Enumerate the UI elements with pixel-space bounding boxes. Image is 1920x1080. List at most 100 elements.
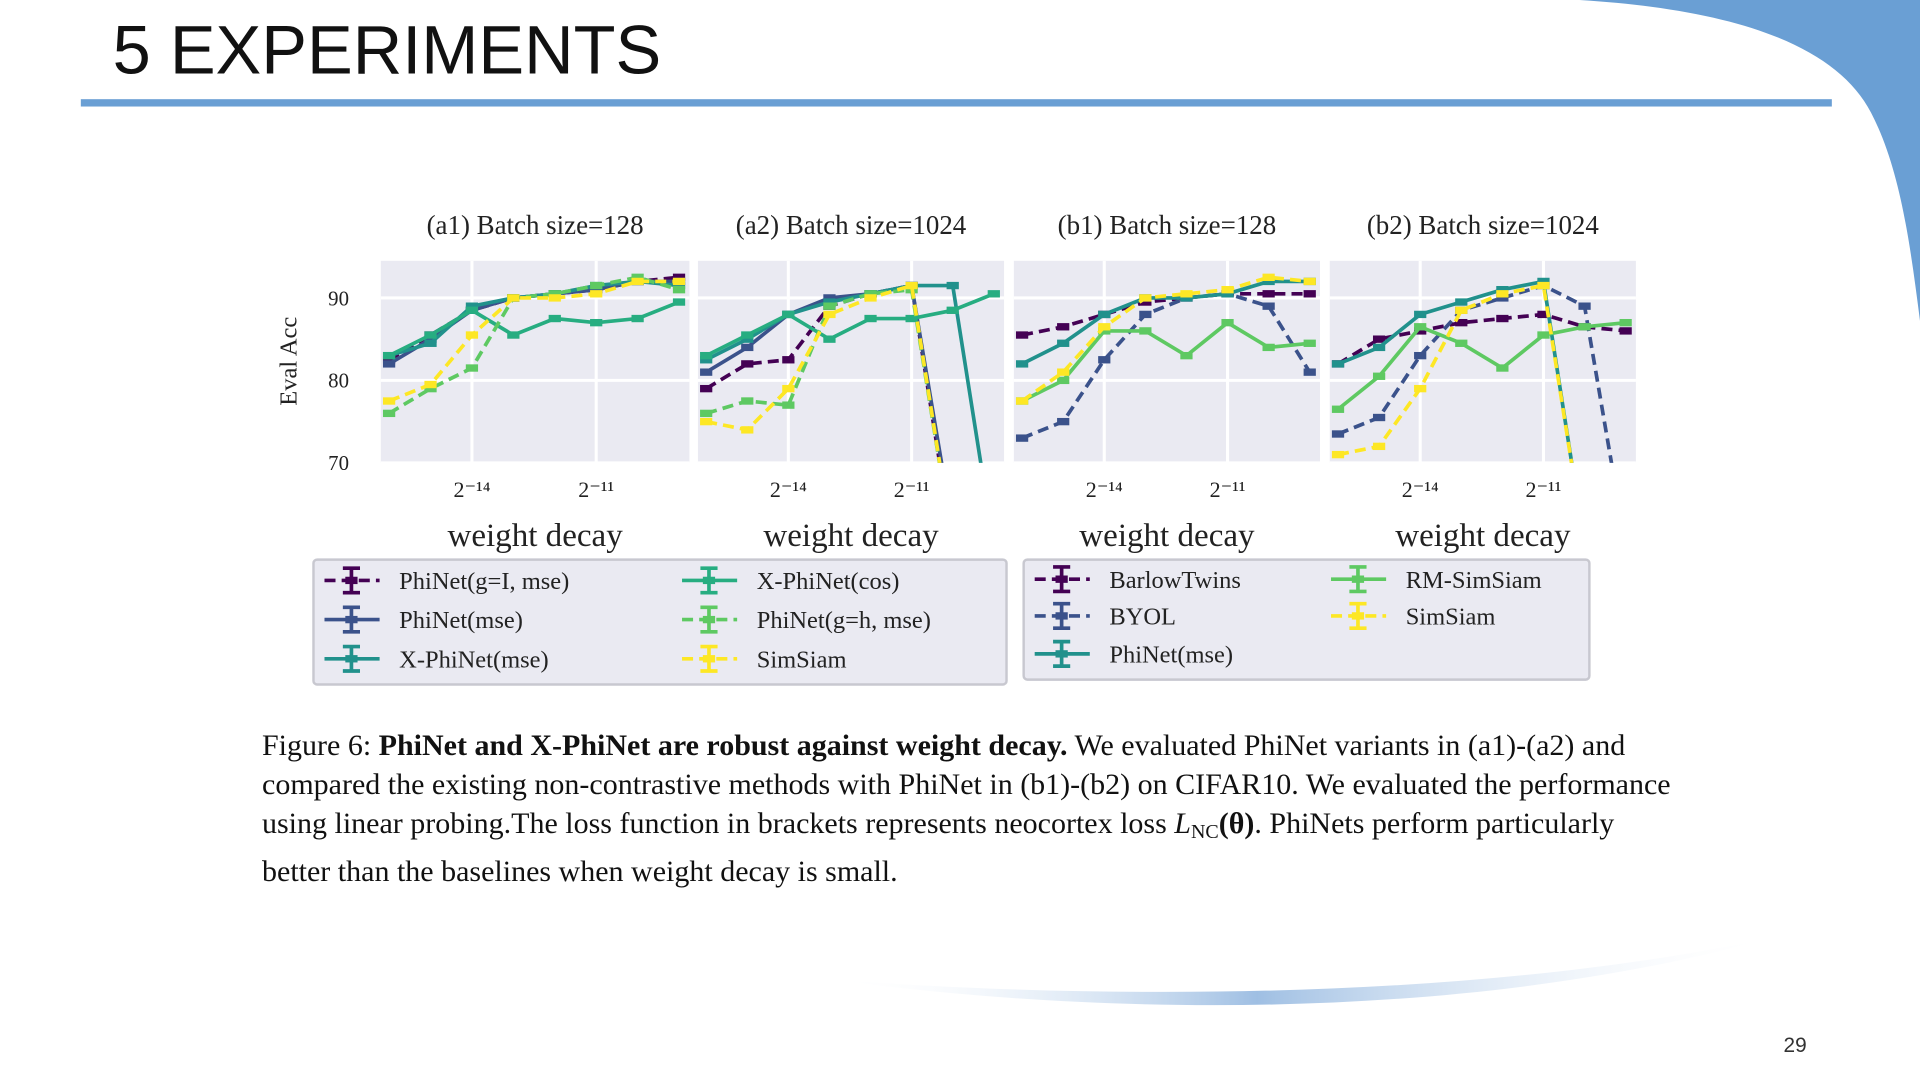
caption-label: Figure 6: [262,729,372,762]
point-marker [1262,302,1275,310]
point-marker [700,356,713,364]
point-marker [1303,368,1316,376]
point-marker [1578,542,1590,549]
point-marker [1455,298,1468,306]
point-marker [1262,343,1275,352]
point-marker [382,356,396,364]
point-marker [1537,281,1550,290]
point-marker [1139,298,1152,306]
point-marker [1331,430,1345,438]
point-marker [946,306,959,314]
math-argument: (θ) [1218,807,1255,840]
point-marker [1372,442,1386,451]
point-marker [1496,314,1509,323]
point-marker [1414,351,1427,360]
point-marker [947,542,959,549]
point-marker [590,290,603,298]
x-tick-label: 2⁻¹⁴ [453,477,490,502]
point-marker [631,277,644,286]
x-tick-label: 2⁻¹¹ [1210,477,1246,502]
point-marker [1057,376,1070,385]
point-marker [382,409,396,418]
point-marker [672,298,686,306]
point-marker [1221,318,1234,327]
legend-box [312,558,1008,686]
point-marker [424,335,437,343]
point-marker [590,281,603,290]
point-marker [1139,310,1152,319]
point-marker [672,281,686,290]
point-marker [1620,542,1632,549]
point-marker [1455,339,1468,347]
point-marker [1057,417,1070,426]
x-axis-label: weight decay [763,518,939,554]
point-marker [548,294,561,302]
point-marker [465,364,479,372]
point-marker [1331,405,1345,413]
point-marker [548,314,561,323]
legend-label: SimSiam [757,646,847,673]
legend-marker [1055,575,1068,583]
slide-title: 5 EXPERIMENTS [113,11,662,88]
point-marker [988,542,1000,549]
x-tick-label: 2⁻¹⁴ [1086,477,1123,502]
point-marker [782,310,795,319]
point-marker [1098,327,1111,335]
legend-label: PhiNet(mse) [1109,641,1233,668]
x-tick-label: 2⁻¹¹ [1526,477,1562,502]
point-marker [1372,335,1386,343]
legend-label: BYOL [1109,603,1176,630]
point-marker [1139,327,1152,335]
point-marker [782,401,795,409]
point-marker [1331,450,1345,459]
point-marker [1262,290,1275,298]
figure-caption: Figure 6: PhiNet and X-PhiNet are robust… [262,726,1674,891]
point-marker [1496,290,1509,298]
point-marker [1619,327,1632,335]
plot-area [1329,260,1636,463]
chart-title: (b1) Batch size=128 [1058,210,1277,240]
corner-decoration [1579,0,1920,321]
point-marker [741,343,754,352]
point-marker [1015,397,1029,405]
point-marker [1303,290,1316,298]
point-marker [382,351,396,360]
point-marker [424,331,437,339]
point-marker [590,318,603,327]
x-tick-label: 2⁻¹⁴ [770,477,807,502]
point-marker [947,542,959,549]
point-marker [741,331,754,339]
point-marker [1221,290,1234,298]
point-marker [1139,294,1152,302]
point-marker [424,380,437,389]
point-marker [1496,364,1509,372]
point-marker [905,314,918,323]
series-line [388,275,680,415]
point-marker [465,302,479,310]
point-marker [1372,372,1386,380]
point-marker [1015,360,1029,368]
chart-title: (b2) Batch size=1024 [1367,210,1600,240]
point-marker [1057,323,1070,331]
legend-marker [702,615,716,624]
title-rule [80,99,1832,107]
point-marker [1057,339,1070,347]
point-marker [1303,339,1316,347]
series-line [1021,279,1310,366]
x-axis-label: weight decay [447,518,623,554]
point-marker [823,294,836,302]
point-marker [382,360,396,368]
point-marker [864,314,877,323]
point-marker [1578,542,1590,549]
series-line [388,279,680,403]
point-marker [1180,294,1193,302]
point-marker [424,384,437,393]
legend-label: SimSiam [1406,603,1496,630]
point-marker [864,290,877,298]
point-marker [1372,343,1386,352]
point-marker [1578,323,1591,331]
bottom-decoration [832,936,1776,1006]
point-marker [987,290,1000,298]
legend-label: X-PhiNet(mse) [399,646,549,673]
